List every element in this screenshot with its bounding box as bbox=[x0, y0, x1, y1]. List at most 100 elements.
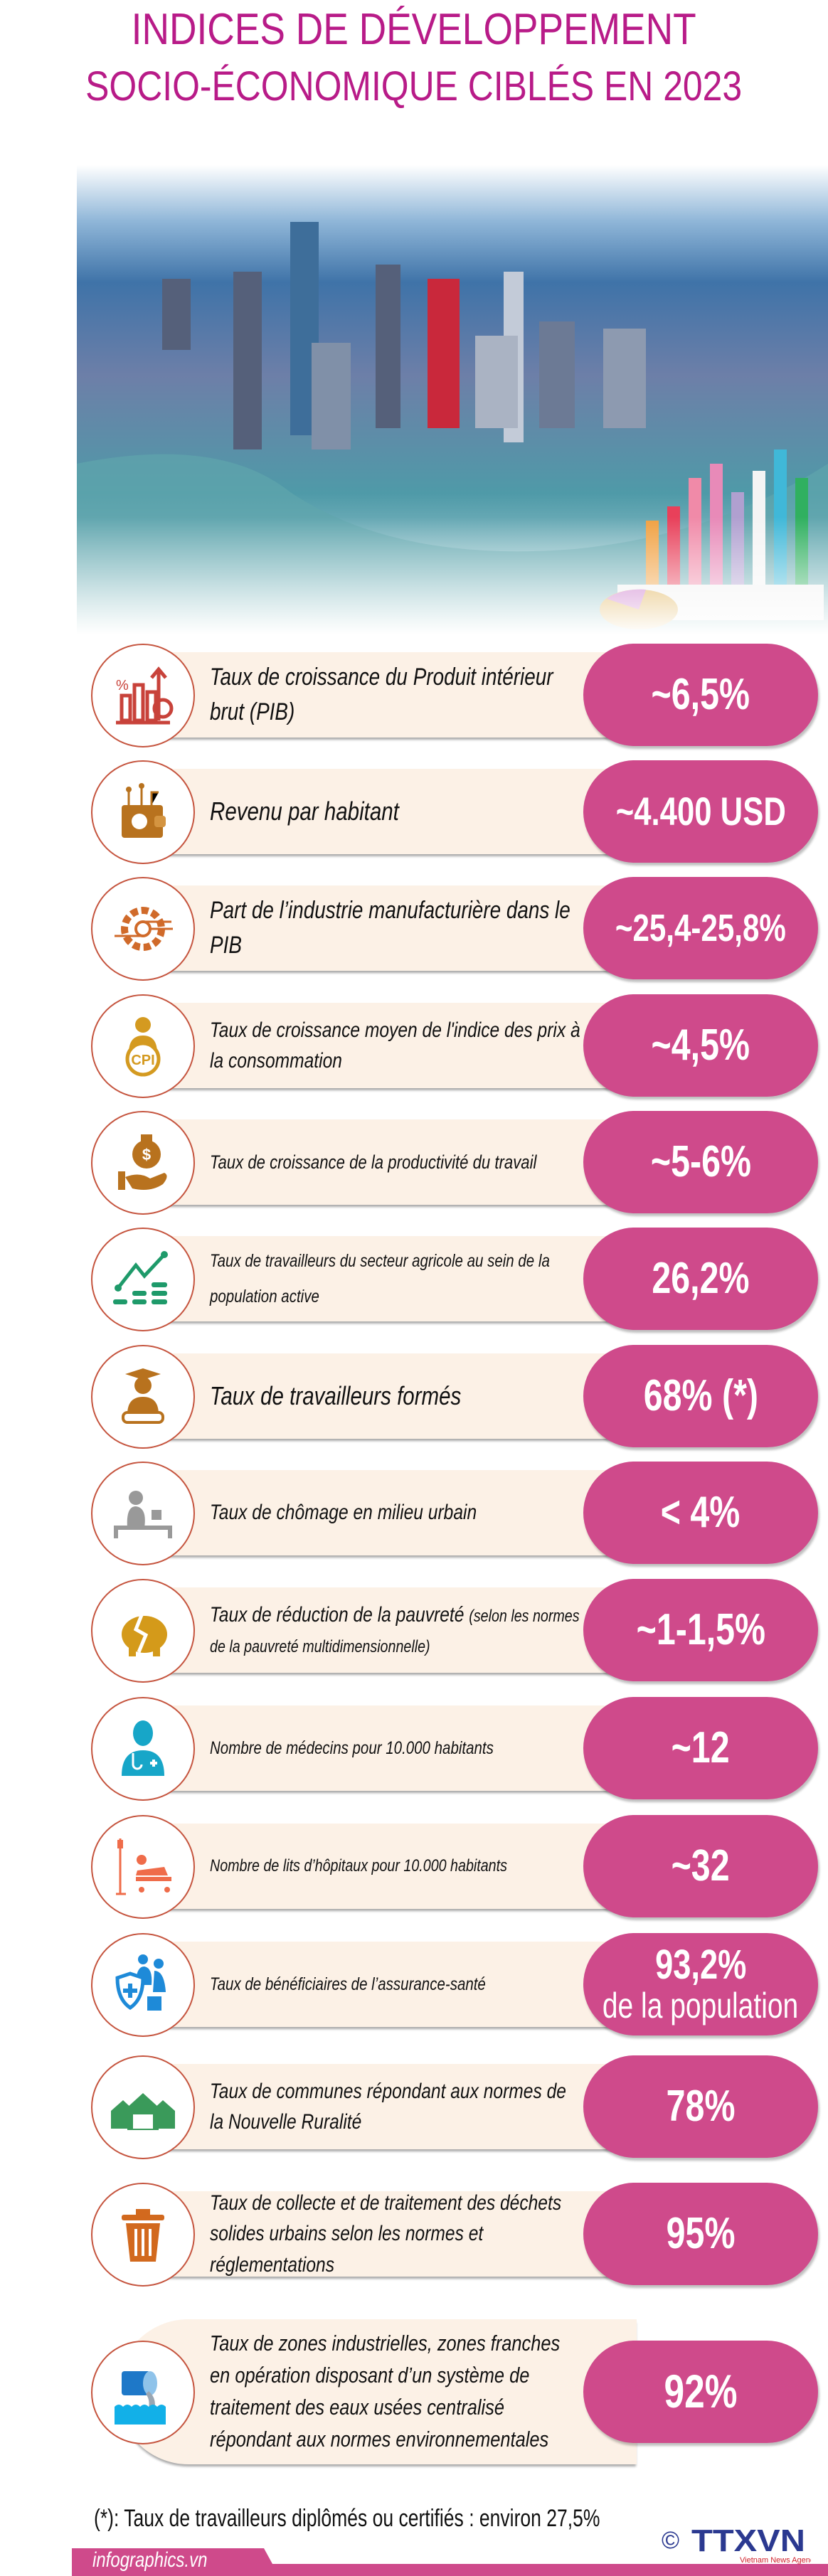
footnote: (*): Taux de travailleurs diplômés ou ce… bbox=[94, 2505, 600, 2532]
indicator-value-pill: 26,2% bbox=[583, 1228, 818, 1330]
indicator-value-pill: ~6,5% bbox=[583, 644, 818, 746]
indicator-value-pill: 95% bbox=[583, 2183, 818, 2285]
site-link[interactable]: infographics.vn bbox=[92, 2548, 208, 2572]
cpi-person-icon: CPI bbox=[125, 1017, 161, 1077]
indicator-label-box bbox=[153, 1942, 637, 2027]
indicator-label: Taux de croissance moyen de l'indice des… bbox=[210, 1018, 580, 1073]
indicator-value-pill: ~32 bbox=[583, 1815, 818, 1917]
indicator-icon-circle bbox=[91, 1345, 195, 1449]
indicator-label-box bbox=[153, 1824, 637, 1909]
indicator-value: 92% bbox=[664, 2365, 738, 2418]
indicator-label-box bbox=[153, 885, 637, 971]
indicator-icon-circle bbox=[91, 877, 195, 981]
indicator-value-pill: ~12 bbox=[583, 1697, 818, 1799]
indicator-label-box bbox=[153, 769, 637, 854]
indicator-icon-circle bbox=[91, 1815, 195, 1919]
logo-text: TTXVN bbox=[691, 2523, 805, 2558]
indicator-icon-circle bbox=[91, 2055, 195, 2159]
indicator-value: 26,2% bbox=[652, 1254, 750, 1304]
indicator-label-box bbox=[153, 1705, 637, 1791]
indicator-value: ~12 bbox=[671, 1723, 731, 1773]
indicator-value: ~5-6% bbox=[650, 1137, 751, 1187]
page-title-line1: INDICES DE DÉVELOPPEMENT bbox=[131, 5, 697, 54]
indicator-label: Taux de réduction de la pauvreté (selon … bbox=[210, 1602, 580, 1657]
hospital-bed-icon bbox=[116, 1838, 171, 1895]
gdp-growth-chart-icon: % bbox=[116, 666, 174, 725]
village-houses-icon bbox=[111, 2093, 175, 2130]
indicator-label-box bbox=[153, 2064, 637, 2149]
indicator-label: Taux de communes répondant aux normes de… bbox=[210, 2079, 566, 2134]
health-insurance-family-icon bbox=[115, 1954, 166, 2011]
indicator-label: Taux de travailleurs formés bbox=[210, 1381, 462, 1410]
city-skyline-image bbox=[77, 165, 828, 634]
indicator-value: 78% bbox=[666, 2082, 736, 2131]
indicator-icon-circle bbox=[91, 760, 195, 864]
indicator-label: Taux de collecte et de traitement des dé… bbox=[210, 2191, 562, 2277]
indicator-value-pill: 92% bbox=[583, 2341, 818, 2443]
indicator-label-box bbox=[117, 2319, 637, 2464]
indicator-label: Taux de travailleurs du secteur agricole… bbox=[210, 1251, 550, 1306]
indicator-icon-circle bbox=[91, 1697, 195, 1801]
indicator-label-box bbox=[153, 1470, 637, 1555]
indicator-value: ~4,5% bbox=[651, 1021, 750, 1070]
indicator-value-pill: ~4,5% bbox=[583, 994, 818, 1097]
indicator-value: < 4% bbox=[661, 1488, 741, 1538]
indicator-icon-circle bbox=[91, 1228, 195, 1331]
copyright-symbol: © bbox=[662, 2527, 679, 2554]
indicator-label: Taux de chômage en milieu urbain bbox=[210, 1501, 477, 1524]
indicator-value-sub: de la population bbox=[603, 1986, 799, 2026]
indicator-value: ~4.400 USD bbox=[615, 788, 786, 834]
svg-text:$: $ bbox=[142, 1146, 151, 1164]
money-bag-hand-icon: $ bbox=[118, 1134, 167, 1190]
ttxvn-logo: © TTXVN Vietnam News Agency bbox=[662, 2523, 811, 2565]
svg-text:%: % bbox=[116, 678, 129, 693]
indicator-value: 95% bbox=[666, 2209, 736, 2259]
waste-water-pipe-icon bbox=[115, 2371, 166, 2425]
indicator-icon-circle: CPI bbox=[91, 994, 195, 1098]
indicator-label: Taux de croissance du Produit intérieur … bbox=[210, 663, 553, 725]
indicator-value: ~32 bbox=[671, 1841, 731, 1891]
indicator-label-box bbox=[153, 1587, 637, 1673]
indicator-label: Taux de croissance de la productivité du… bbox=[210, 1151, 537, 1173]
indicator-icon-circle bbox=[91, 2341, 195, 2444]
indicator-value: ~25,4-25,8% bbox=[615, 906, 787, 949]
indicator-icon-circle bbox=[91, 1933, 195, 2037]
indicator-label: Revenu par habitant bbox=[210, 797, 399, 826]
indicator-value-pill: 93,2% de la population bbox=[583, 1933, 818, 2035]
indicator-value: ~6,5% bbox=[651, 670, 750, 720]
broken-piggy-bank-icon bbox=[122, 1614, 167, 1656]
footer-bar bbox=[72, 2548, 828, 2576]
indicator-value-pill: 68% (*) bbox=[583, 1345, 818, 1447]
indicator-label-box bbox=[153, 2191, 637, 2277]
indicator-icon-circle bbox=[91, 2183, 195, 2287]
svg-text:CPI: CPI bbox=[131, 1053, 154, 1068]
indicator-value-pill: 78% bbox=[583, 2055, 818, 2158]
doctor-icon bbox=[122, 1720, 164, 1776]
indicator-icon-circle: $ bbox=[91, 1111, 195, 1215]
logo-subtext: Vietnam News Agency bbox=[740, 2556, 811, 2565]
indicator-value: 68% (*) bbox=[643, 1371, 758, 1421]
indicator-value-pill: < 4% bbox=[583, 1462, 818, 1564]
indicator-value: ~1-1,5% bbox=[636, 1605, 765, 1655]
indicator-label-box bbox=[153, 1353, 637, 1439]
graduate-icon bbox=[122, 1368, 164, 1424]
indicator-label: Taux de bénéficiaires de l’assurance-san… bbox=[210, 1974, 486, 1994]
trash-bin-icon bbox=[122, 2209, 164, 2262]
indicator-label: Nombre de médecins pour 10.000 habitants bbox=[210, 1738, 494, 1758]
indicator-icon-circle bbox=[91, 1579, 195, 1683]
page-title-line2: SOCIO-ÉCONOMIQUE CIBLÉS EN 2023 bbox=[85, 63, 743, 110]
indicator-value-pill: ~5-6% bbox=[583, 1111, 818, 1213]
indicator-value-pill: ~25,4-25,8% bbox=[583, 877, 818, 979]
indicator-label: Part de l’industrie manufacturière dans … bbox=[210, 896, 570, 959]
indicator-value-pill: ~4.400 USD bbox=[583, 760, 818, 863]
indicator-label-box bbox=[153, 1003, 637, 1088]
indicator-icon-circle: % bbox=[91, 644, 195, 747]
indicator-value: 93,2% bbox=[654, 1942, 747, 1989]
indicator-label-box bbox=[153, 1119, 637, 1205]
indicator-label-box bbox=[153, 1236, 637, 1321]
unemployed-person-icon bbox=[114, 1491, 172, 1538]
indicator-label-box bbox=[153, 652, 637, 738]
indicator-value-pill: ~1-1,5% bbox=[583, 1579, 818, 1681]
wallet-icon bbox=[122, 783, 166, 838]
trend-line-icon bbox=[113, 1251, 168, 1304]
